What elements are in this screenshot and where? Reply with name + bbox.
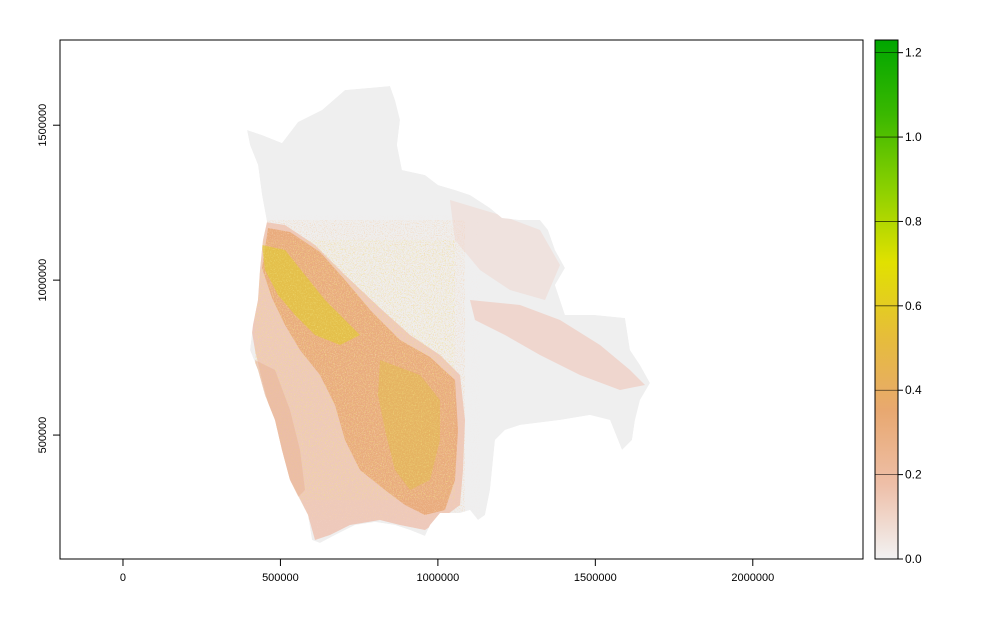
y-tick-label: 1500000 [37, 104, 49, 147]
legend-ticks: 0.0 0.2 0.4 0.6 0.8 1.0 1.2 [875, 46, 922, 566]
color-legend: 0.0 0.2 0.4 0.6 0.8 1.0 1.2 [874, 39, 922, 566]
southwest-speckles [255, 360, 305, 500]
x-axis: 0 500000 1000000 1500000 2000000 [120, 559, 774, 584]
x-tick-label: 0 [120, 572, 126, 584]
legend-color-bar [874, 39, 899, 560]
x-tick-label: 1000000 [416, 572, 459, 584]
east-lowland-speckles [470, 300, 645, 390]
x-tick-label: 1500000 [574, 572, 617, 584]
legend-tick-label: 0.0 [905, 552, 922, 566]
legend-tick-label: 0.8 [905, 214, 922, 228]
legend-tick-label: 1.0 [905, 130, 922, 144]
x-tick-label: 500000 [262, 572, 299, 584]
x-tick-label: 2000000 [731, 572, 774, 584]
y-tick-label: 1000000 [37, 259, 49, 302]
y-axis: 500000 1000000 1500000 [37, 104, 60, 454]
legend-tick-label: 0.4 [905, 383, 922, 397]
legend-tick-label: 0.6 [905, 299, 922, 313]
legend-tick-label: 0.2 [905, 468, 922, 482]
y-tick-label: 500000 [37, 417, 49, 454]
plot-frame [59, 39, 864, 560]
north-lowland-speckles [450, 200, 560, 300]
legend-tick-label: 1.2 [905, 46, 922, 60]
raster-layer [247, 86, 650, 543]
